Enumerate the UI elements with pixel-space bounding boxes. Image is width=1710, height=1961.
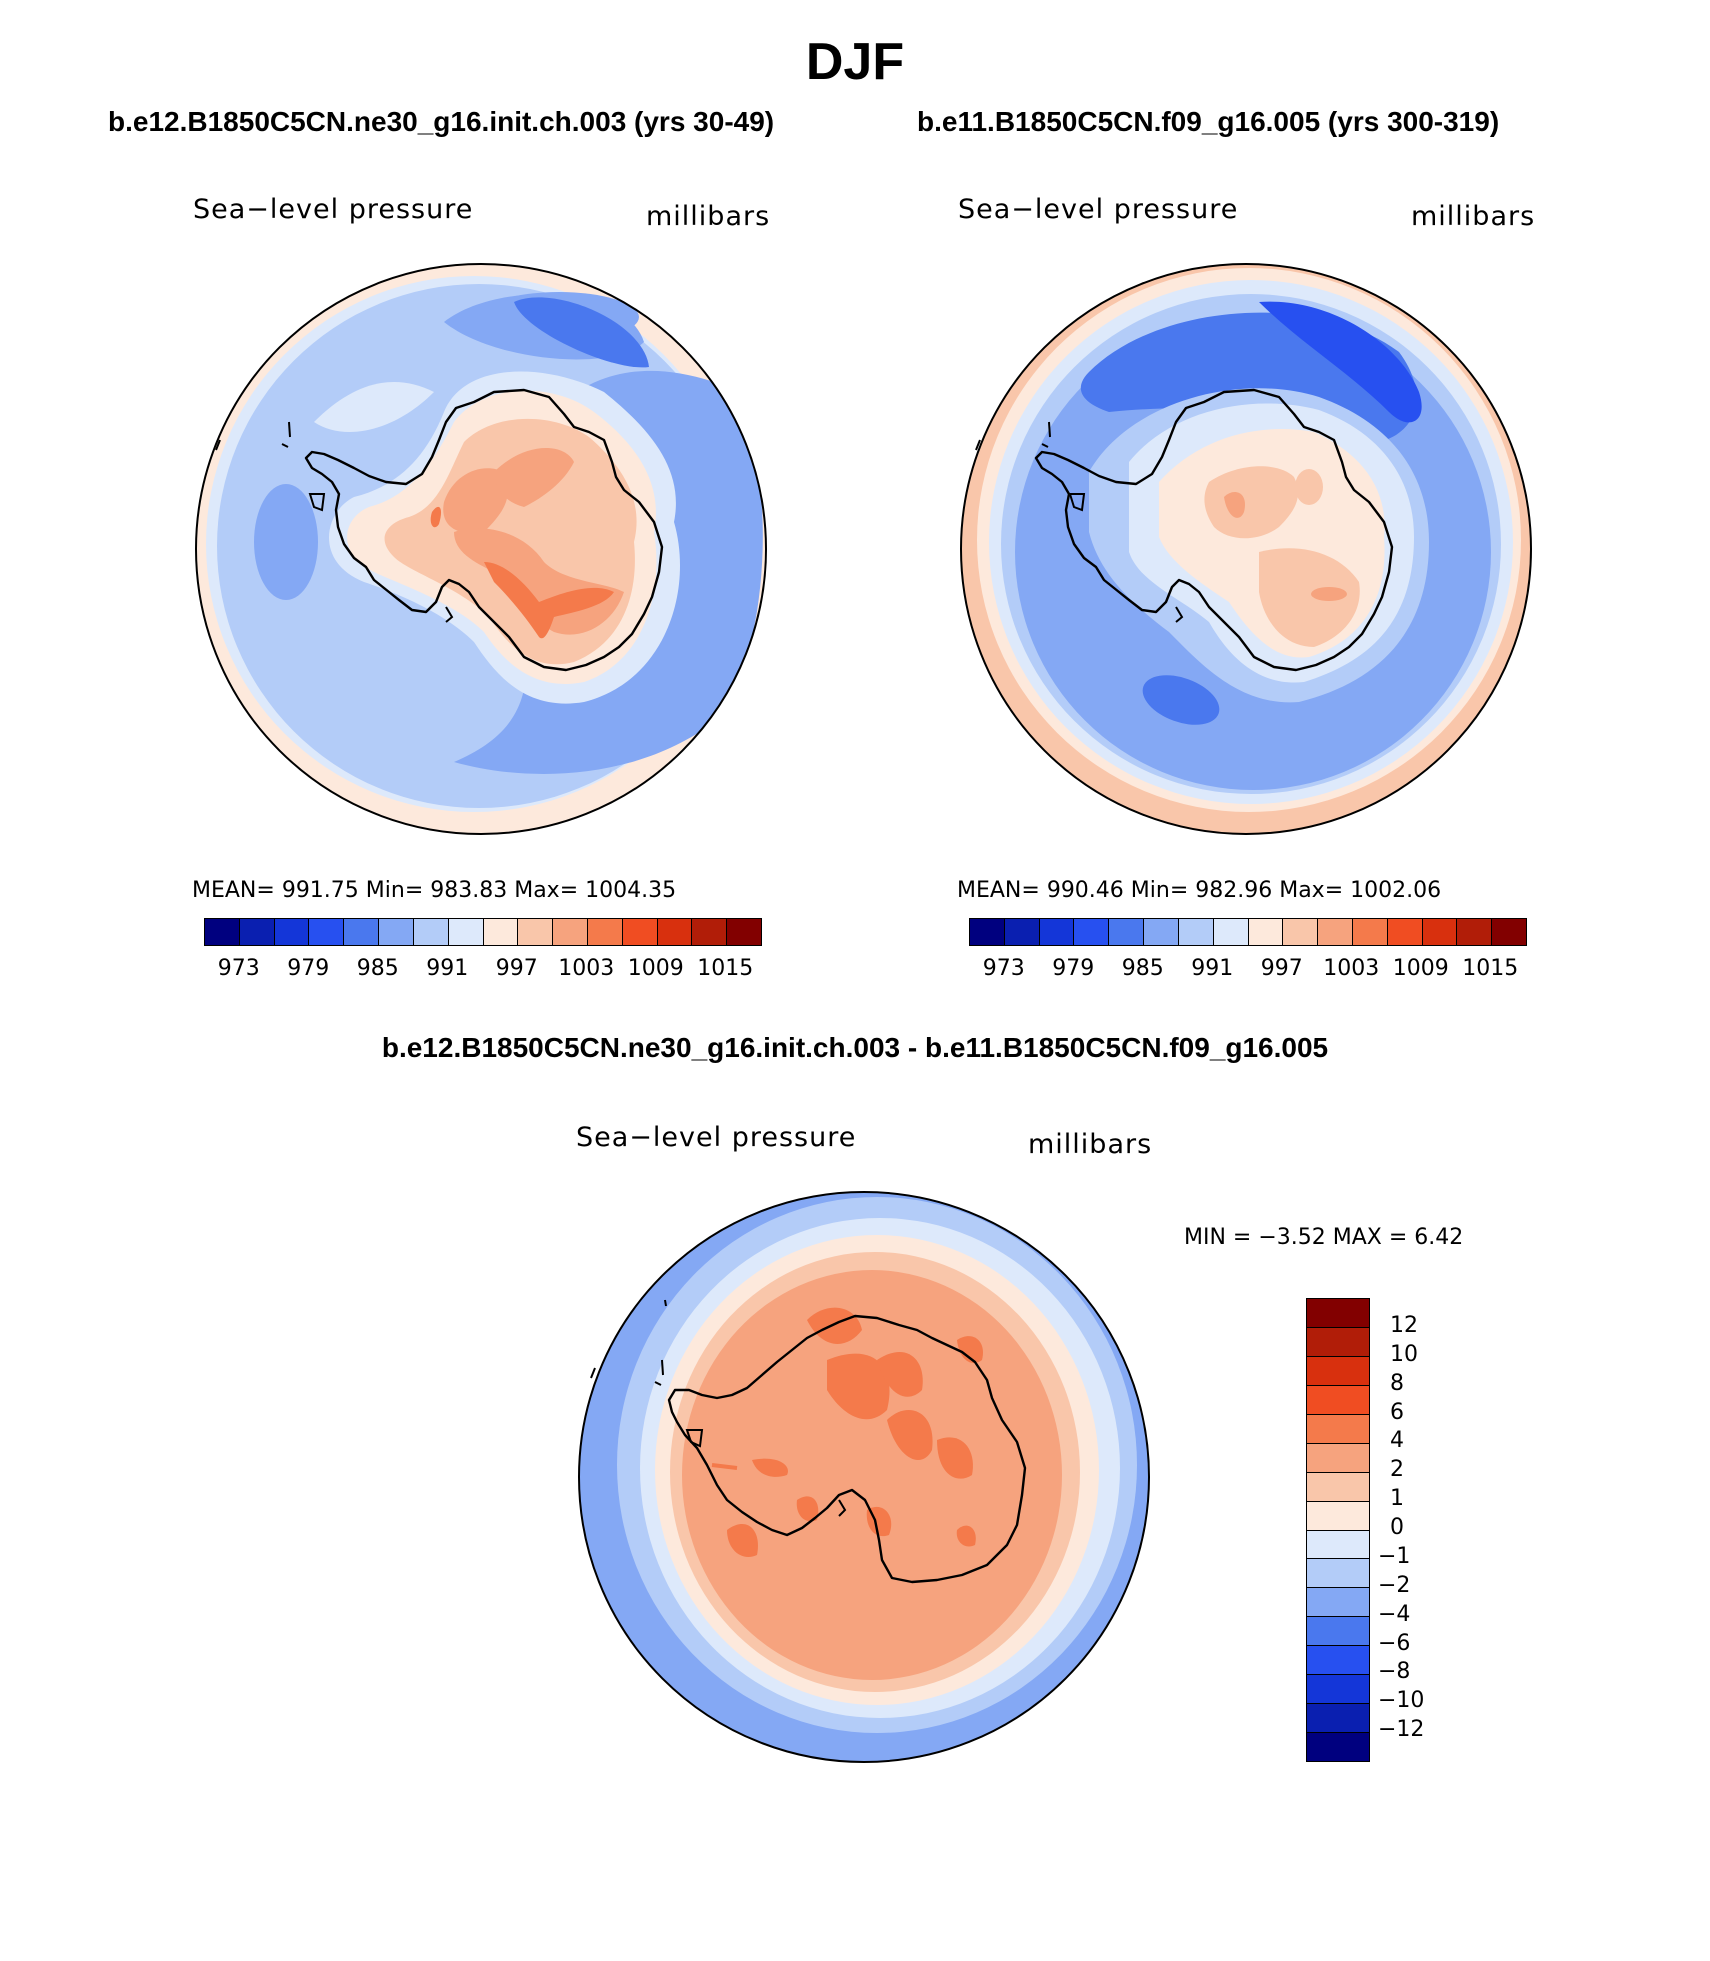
diff-colorbar-tick-label: −10: [1378, 1688, 1425, 1714]
diff-colorbar-swatch: [1307, 1356, 1369, 1386]
left-colorbar-tick-label: 1009: [627, 956, 684, 981]
right-colorbar-tick-label: 991: [1191, 956, 1234, 981]
diff-colorbar-swatch: [1307, 1414, 1369, 1444]
left-colorbar-swatch: [309, 919, 345, 945]
left-colorbar-swatch: [553, 919, 588, 945]
left-colorbar-tick-label: 985: [356, 956, 399, 981]
diff-colorbar-swatch: [1307, 1617, 1369, 1647]
diff-colorbar-swatch: [1307, 1588, 1369, 1618]
diff-colorbar-tick-label: −12: [1378, 1717, 1425, 1743]
diff-colorbar-tick-label: −8: [1378, 1659, 1411, 1685]
diff-colorbar-tick-label: −6: [1378, 1630, 1411, 1656]
left-units-label: millibars: [646, 201, 771, 232]
left-colorbar-swatch: [344, 919, 380, 945]
left-polar-map: [195, 263, 767, 835]
diff-colorbar-tick-label: 1: [1390, 1486, 1404, 1512]
left-variable-label: Sea−level pressure: [193, 194, 474, 225]
right-polar-map: [960, 263, 1532, 835]
right-variable-label: Sea−level pressure: [958, 194, 1239, 225]
left-colorbar-swatch: [379, 919, 414, 945]
season-title: DJF: [805, 33, 905, 91]
right-colorbar-swatch: [1457, 919, 1493, 945]
right-colorbar-swatch: [1074, 919, 1110, 945]
left-colorbar-swatch: [413, 919, 449, 945]
right-colorbar-swatch: [1492, 919, 1526, 945]
diff-colorbar-tick-label: 2: [1390, 1457, 1404, 1483]
left-colorbar-tick-label: 1003: [558, 956, 615, 981]
right-colorbar-tick-label: 1003: [1323, 956, 1380, 981]
left-colorbar-tick-label: 997: [495, 956, 538, 981]
right-colorbar-swatch: [1387, 919, 1423, 945]
diff-colorbar-swatch: [1307, 1733, 1369, 1761]
right-colorbar-tick-label: 1009: [1392, 956, 1449, 981]
left-colorbar-swatch: [587, 919, 623, 945]
right-colorbar-swatch: [1039, 919, 1075, 945]
difference-colorbar: [1306, 1298, 1370, 1762]
diff-units-label: millibars: [1028, 1129, 1153, 1160]
left-colorbar-tick-label: 979: [287, 956, 330, 981]
right-run-title: b.e11.B1850C5CN.f09_g16.005 (yrs 300-319…: [917, 106, 1500, 137]
right-colorbar-swatch: [1422, 919, 1458, 945]
diff-colorbar-swatch: [1307, 1646, 1369, 1676]
diff-colorbar-swatch: [1307, 1501, 1369, 1531]
right-colorbar-tick-label: 979: [1052, 956, 1095, 981]
right-colorbar-tick-label: 985: [1121, 956, 1164, 981]
left-colorbar: [204, 918, 762, 946]
right-colorbar-swatch: [1283, 919, 1319, 945]
diff-colorbar-tick-label: 10: [1390, 1341, 1418, 1367]
right-colorbar-tick-label: 973: [982, 956, 1025, 981]
diff-variable-label: Sea−level pressure: [576, 1122, 857, 1153]
diff-colorbar-tick-label: 4: [1390, 1428, 1404, 1454]
left-colorbar-tick-label: 991: [426, 956, 469, 981]
left-colorbar-swatch: [205, 919, 240, 945]
left-colorbar-swatch: [274, 919, 310, 945]
diff-colorbar-tick-label: 0: [1390, 1515, 1404, 1540]
right-colorbar-swatch: [1248, 919, 1284, 945]
right-colorbar: [969, 918, 1527, 946]
diff-colorbar-swatch: [1307, 1559, 1369, 1589]
diff-colorbar-swatch: [1307, 1443, 1369, 1473]
diff-colorbar-tick-label: 6: [1390, 1399, 1404, 1425]
left-colorbar-tick-label: 973: [217, 956, 260, 981]
diff-colorbar-tick-label: 8: [1390, 1370, 1404, 1396]
right-units-label: millibars: [1411, 201, 1536, 232]
right-colorbar-tick-label: 1015: [1462, 956, 1519, 981]
right-colorbar-swatch: [1352, 919, 1388, 945]
right-colorbar-swatch: [1109, 919, 1145, 945]
left-colorbar-swatch: [657, 919, 693, 945]
difference-title: b.e12.B1850C5CN.ne30_g16.init.ch.003 - b…: [381, 1032, 1329, 1063]
right-colorbar-swatch: [1144, 919, 1179, 945]
diff-colorbar-tick-label: −2: [1378, 1572, 1411, 1598]
right-colorbar-swatch: [1004, 919, 1040, 945]
diff-colorbar-swatch: [1307, 1385, 1369, 1415]
left-colorbar-swatch: [622, 919, 658, 945]
diff-minmax: MIN = −3.52 MAX = 6.42: [1184, 1225, 1464, 1250]
difference-polar-map: [578, 1191, 1150, 1763]
right-colorbar-swatch: [1178, 919, 1214, 945]
left-colorbar-swatch: [518, 919, 554, 945]
diff-colorbar-swatch: [1307, 1530, 1369, 1560]
left-colorbar-swatch: [692, 919, 728, 945]
map-border: [195, 263, 767, 835]
right-colorbar-swatch: [1318, 919, 1353, 945]
right-colorbar-swatch: [1213, 919, 1249, 945]
diff-colorbar-swatch: [1307, 1472, 1369, 1502]
right-colorbar-swatch: [970, 919, 1005, 945]
left-colorbar-tick-label: 1015: [697, 956, 754, 981]
diff-colorbar-swatch: [1307, 1675, 1369, 1705]
right-colorbar-tick-label: 997: [1260, 956, 1303, 981]
left-colorbar-swatch: [239, 919, 275, 945]
left-run-title: b.e12.B1850C5CN.ne30_g16.init.ch.003 (yr…: [108, 106, 775, 137]
left-colorbar-swatch: [727, 919, 761, 945]
left-colorbar-swatch: [448, 919, 484, 945]
diff-colorbar-tick-label: 12: [1390, 1312, 1418, 1338]
diff-colorbar-tick-label: −1: [1378, 1543, 1411, 1569]
diff-colorbar-swatch: [1307, 1299, 1369, 1328]
diff-colorbar-tick-label: −4: [1378, 1601, 1411, 1627]
left-colorbar-swatch: [483, 919, 519, 945]
right-stats: MEAN= 990.46 Min= 982.96 Max= 1002.06: [957, 878, 1442, 903]
left-stats: MEAN= 991.75 Min= 983.83 Max= 1004.35: [192, 878, 677, 903]
diff-colorbar-swatch: [1307, 1704, 1369, 1734]
diff-colorbar-swatch: [1307, 1327, 1369, 1357]
